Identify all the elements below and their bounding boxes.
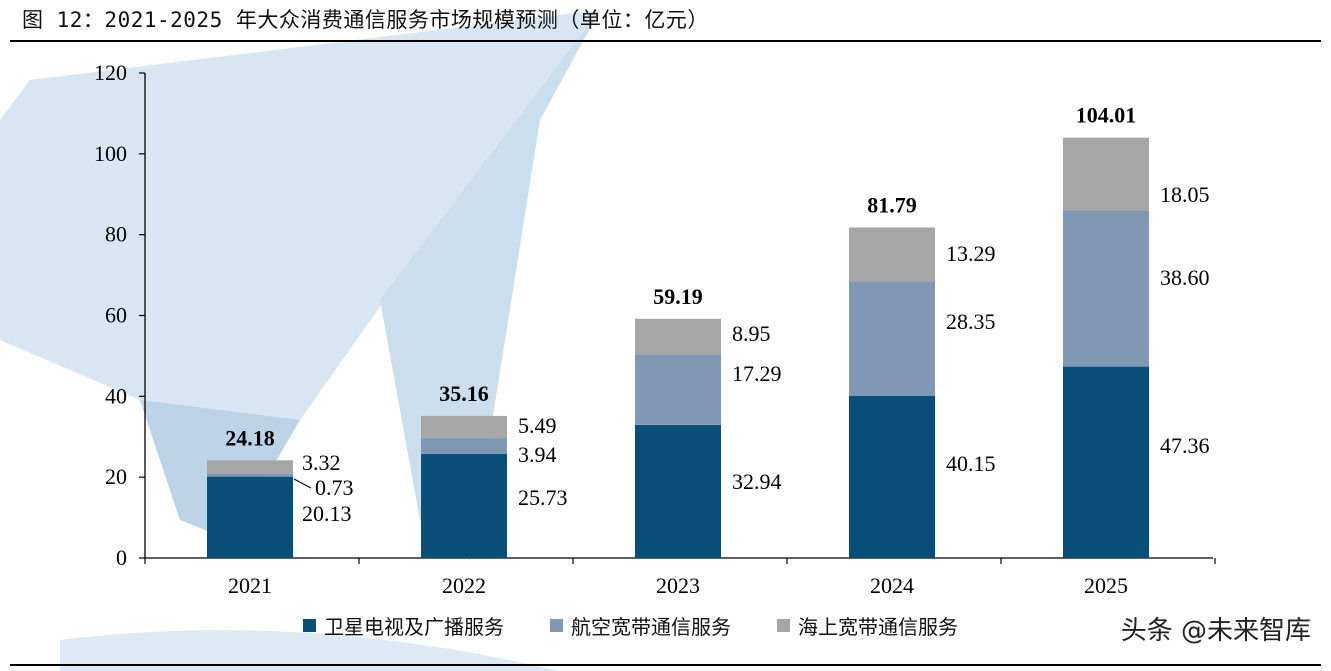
bar-segment-maritime-broadband	[1063, 137, 1149, 211]
bar-segment-maritime-broadband	[207, 460, 293, 474]
bar-segment-aviation-broadband	[421, 438, 507, 455]
data-label: 3.32	[302, 450, 341, 475]
x-tick-label: 2025	[1084, 573, 1128, 598]
bar-segment-maritime-broadband	[421, 415, 507, 439]
data-label: 20.13	[302, 501, 352, 526]
bar-segment-satellite-tv	[1063, 366, 1149, 558]
bar-segment-aviation-broadband	[849, 281, 935, 396]
bar-segment-satellite-tv	[849, 395, 935, 558]
x-tick-label: 2022	[442, 573, 486, 598]
source-credit: 头条 @未来智库	[1120, 616, 1311, 646]
data-label: 25.73	[518, 485, 568, 510]
legend-item-maritime-broadband: 海上宽带通信服务	[777, 611, 958, 640]
chart-legend: 卫星电视及广播服务 航空宽带通信服务 海上宽带通信服务	[303, 610, 958, 640]
bar-segment-aviation-broadband	[635, 354, 721, 425]
total-label: 24.18	[225, 425, 275, 450]
x-tick-label: 2024	[870, 573, 914, 598]
data-label: 13.29	[946, 241, 996, 266]
total-label: 104.01	[1076, 103, 1137, 128]
data-label: 28.35	[946, 309, 996, 334]
bar-segment-satellite-tv	[635, 424, 721, 558]
legend-item-aviation-broadband: 航空宽带通信服务	[550, 611, 731, 640]
bar-segment-aviation-broadband	[207, 473, 293, 477]
data-label: 32.94	[732, 469, 782, 494]
data-label: 47.36	[1160, 433, 1210, 458]
total-label: 81.79	[867, 192, 917, 217]
total-label: 59.19	[653, 284, 703, 309]
y-tick-label: 0	[116, 545, 127, 570]
legend-swatch-maritime-broadband	[777, 618, 790, 632]
data-label: 38.60	[1160, 265, 1210, 290]
data-label: 0.73	[315, 475, 354, 500]
y-tick-label: 100	[94, 141, 127, 166]
legend-swatch-satellite-tv	[303, 618, 316, 632]
total-label: 35.16	[439, 381, 489, 406]
bar-segment-maritime-broadband	[849, 227, 935, 282]
y-tick-label: 40	[105, 383, 127, 408]
bottom-rule	[10, 664, 1321, 666]
top-rule	[10, 40, 1321, 42]
legend-label-aviation-broadband: 航空宽带通信服务	[571, 614, 731, 639]
legend-label-satellite-tv: 卫星电视及广播服务	[324, 614, 504, 639]
data-label: 5.49	[518, 413, 557, 438]
bar-segment-maritime-broadband	[635, 318, 721, 355]
data-label: 17.29	[732, 361, 782, 386]
figure-title: 图 12：2021-2025 年大众消费通信服务市场规模预测（单位：亿元）	[22, 8, 709, 32]
data-label: 8.95	[732, 321, 771, 346]
y-tick-label: 20	[105, 464, 127, 489]
legend-swatch-aviation-broadband	[550, 618, 563, 632]
x-tick-label: 2021	[228, 573, 272, 598]
x-tick-label: 2023	[656, 573, 700, 598]
bar-segment-aviation-broadband	[1063, 210, 1149, 367]
data-label-leader-line	[293, 478, 312, 489]
bar-segment-satellite-tv	[421, 454, 507, 558]
data-label: 40.15	[946, 451, 996, 476]
legend-label-maritime-broadband: 海上宽带通信服务	[798, 614, 958, 639]
bar-segment-satellite-tv	[207, 476, 293, 558]
y-tick-label: 60	[105, 303, 127, 328]
data-label: 3.94	[518, 442, 557, 467]
legend-item-satellite-tv: 卫星电视及广播服务	[303, 611, 504, 640]
y-tick-label: 120	[94, 60, 127, 85]
y-tick-label: 80	[105, 222, 127, 247]
data-label: 18.05	[1160, 182, 1210, 207]
